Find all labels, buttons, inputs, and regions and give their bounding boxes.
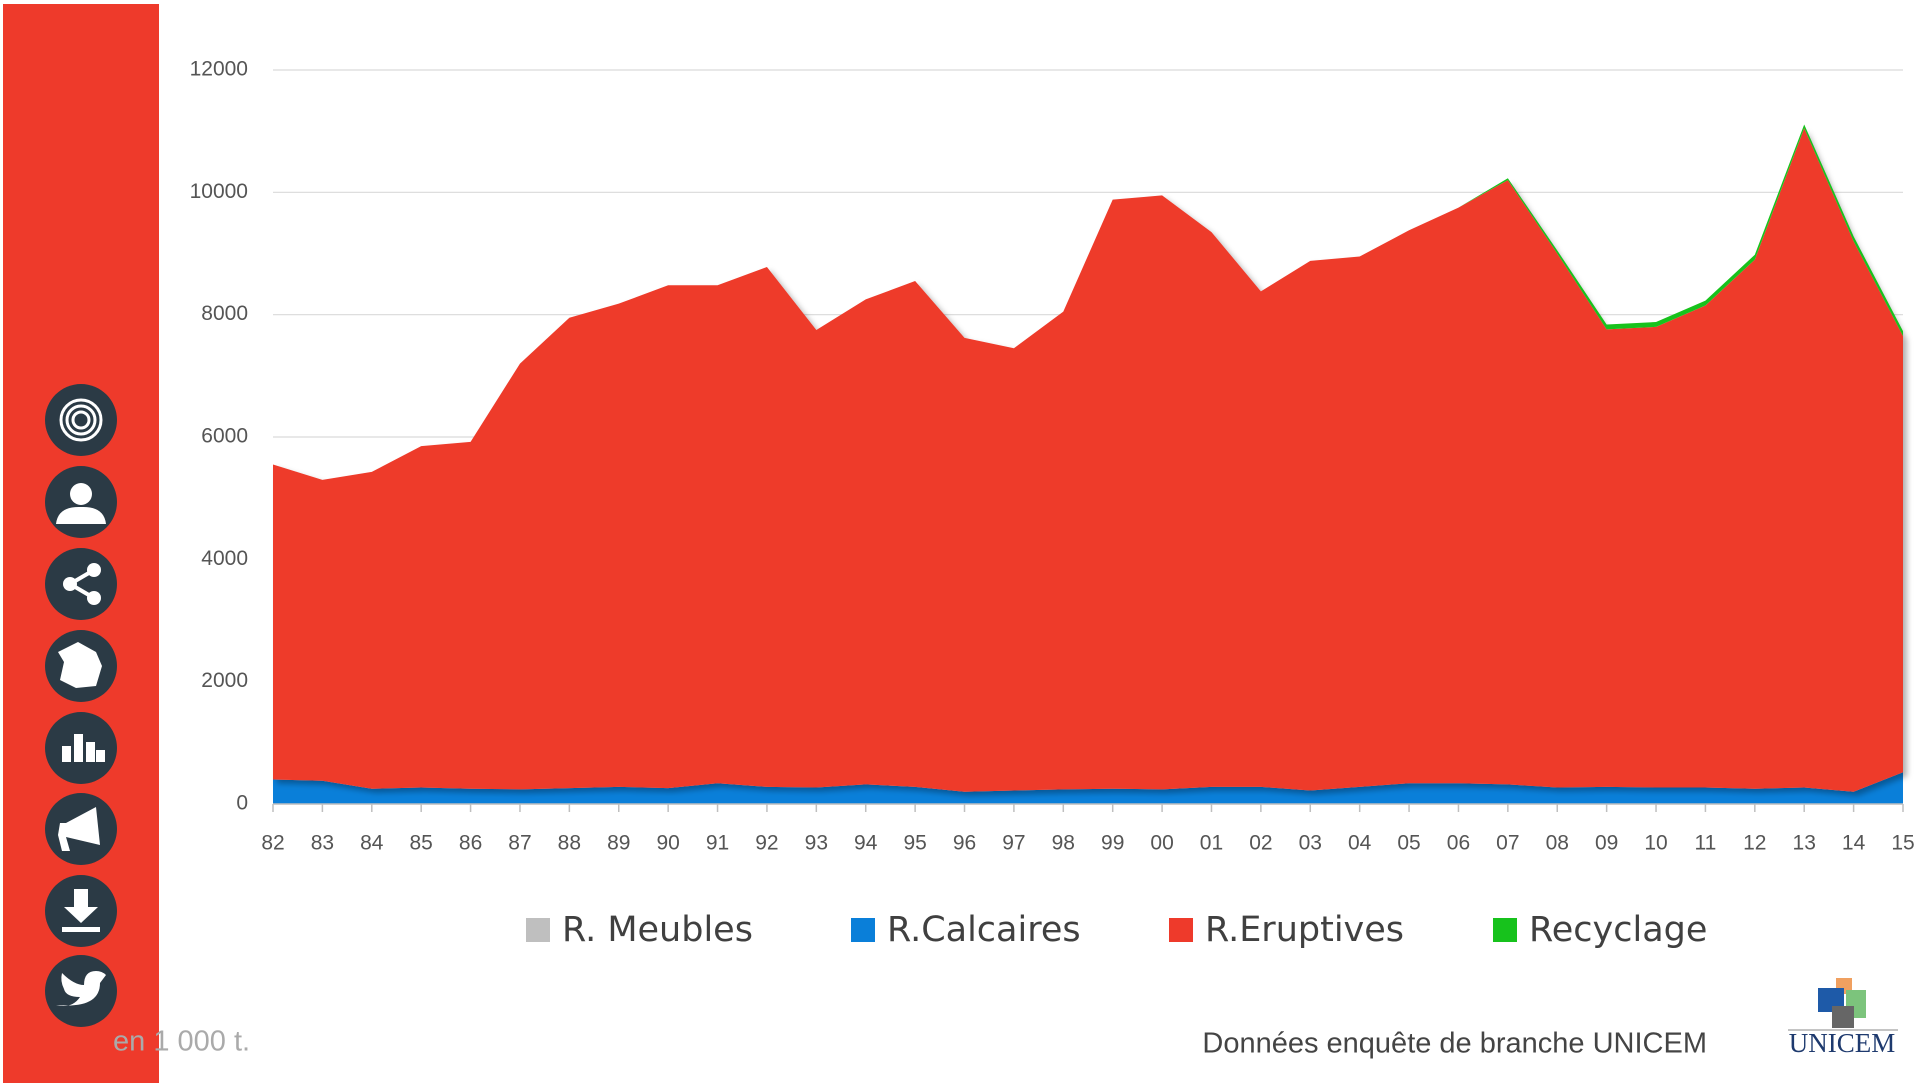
x-tick-label: 05	[1397, 832, 1420, 855]
icon-glyph	[87, 591, 101, 605]
x-tick-label: 14	[1842, 832, 1866, 855]
x-tick-label: 04	[1348, 832, 1372, 855]
x-tick-label: 98	[1052, 832, 1075, 855]
x-tick-label: 15	[1891, 832, 1914, 855]
icon-glyph	[56, 506, 106, 524]
x-tick-label: 10	[1644, 832, 1667, 855]
source: Données enquête de branche UNICEM	[1202, 1028, 1707, 1060]
icon-glyph	[58, 807, 100, 851]
area	[273, 128, 1903, 792]
icon-button	[45, 384, 117, 456]
x-tick-label: 01	[1200, 832, 1223, 855]
y-tick-label: 2000	[201, 669, 248, 692]
x-tick-label: 12	[1743, 832, 1766, 855]
x-tick-label: 03	[1299, 832, 1322, 855]
x-tick-label: 90	[656, 832, 679, 855]
icon-glyph	[59, 398, 103, 442]
x-tick-label: 95	[903, 832, 926, 855]
x-tick-label: 08	[1546, 832, 1569, 855]
x-tick-label: 86	[459, 832, 482, 855]
x-tick-label: 88	[558, 832, 581, 855]
icon-glyph	[62, 927, 100, 932]
x-tick-label: 89	[607, 832, 630, 855]
legend-swatch	[1493, 918, 1517, 942]
x-tick-label: 06	[1447, 832, 1470, 855]
x-tick-label: 96	[953, 832, 976, 855]
legend-label: R.Calcaires	[887, 910, 1081, 950]
icon-glyph	[87, 563, 101, 577]
x-tick-label: 99	[1101, 832, 1124, 855]
icon-glyph	[58, 642, 102, 688]
y-tick-label: 12000	[190, 58, 248, 81]
legend-label: Recyclage	[1529, 910, 1707, 950]
icon-glyph	[86, 742, 95, 762]
logo: UNICEM	[1788, 978, 1898, 1058]
y-tick-label: 0	[236, 792, 248, 815]
legend-swatch	[526, 918, 550, 942]
sidebar-icons	[45, 384, 117, 1027]
icon-button	[45, 548, 117, 620]
legend-swatch	[1169, 918, 1193, 942]
icon-glyph	[64, 889, 98, 923]
icon-glyph	[63, 577, 77, 591]
y-tick-label: 4000	[201, 547, 248, 570]
x-tick-label: 07	[1496, 832, 1519, 855]
icon-glyph	[74, 734, 83, 762]
x-tick-label: 87	[508, 832, 531, 855]
x-tick-label: 85	[410, 832, 433, 855]
x-tick-label: 13	[1793, 832, 1816, 855]
x-tick-label: 91	[706, 832, 729, 855]
area	[273, 772, 1903, 804]
icon-glyph	[70, 483, 92, 505]
icon-glyph	[65, 404, 97, 436]
x-tick-label: 09	[1595, 832, 1618, 855]
x-tick-label: 83	[311, 832, 334, 855]
y-tick-label: 10000	[190, 180, 248, 203]
unit-note: en 1 000 t.	[113, 1026, 250, 1058]
y-tick-label: 6000	[201, 425, 248, 448]
x-tick-label: 84	[360, 832, 384, 855]
legend-label: R.Eruptives	[1205, 910, 1404, 950]
icon-glyph	[56, 971, 106, 1006]
icon-glyph	[62, 746, 71, 762]
icon-glyph	[96, 750, 105, 762]
x-tick-label: 02	[1249, 832, 1272, 855]
x-tick-label: 94	[854, 832, 878, 855]
logo-text: UNICEM	[1789, 1028, 1896, 1058]
x-tick-label: 00	[1150, 832, 1173, 855]
x-tick-label: 92	[755, 832, 778, 855]
x-tick-label: 93	[805, 832, 828, 855]
y-tick-label: 8000	[201, 302, 248, 325]
icon-glyph	[71, 410, 91, 430]
x-tick-label: 82	[261, 832, 284, 855]
x-tick-label: 97	[1002, 832, 1025, 855]
x-tick-label: 11	[1695, 832, 1717, 855]
legend-swatch	[851, 918, 875, 942]
legend-label: R. Meubles	[562, 910, 753, 950]
